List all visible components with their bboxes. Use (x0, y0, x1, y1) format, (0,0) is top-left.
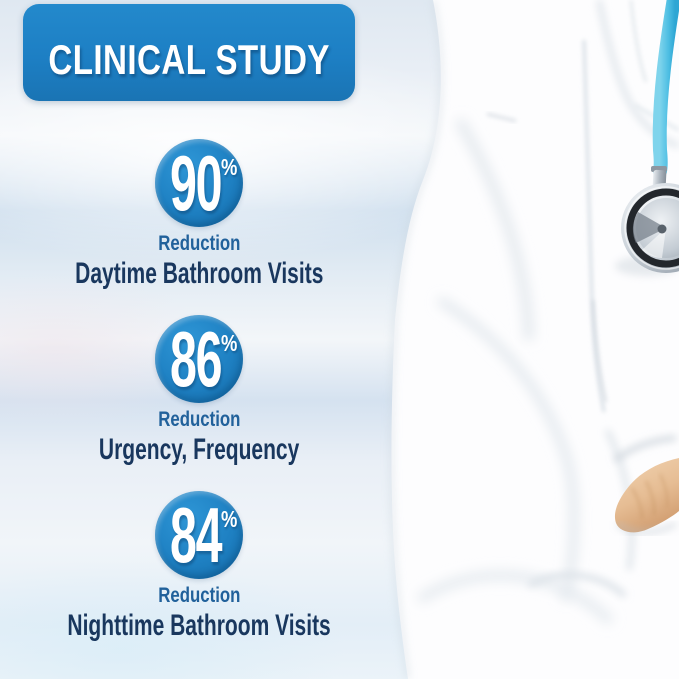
stat-metric: Reduction (157, 408, 241, 431)
stat-description: Daytime Bathroom Visits (74, 257, 324, 290)
stat-description: Nighttime Bathroom Visits (67, 609, 331, 642)
doctor-photo (389, 0, 679, 679)
stats-list: 90 % Reduction Daytime Bathroom Visits 8… (20, 139, 378, 667)
lab-coat (389, 0, 679, 679)
stethoscope-icon (615, 0, 679, 276)
stethoscope-chestpiece (615, 183, 679, 276)
stethoscope-tube (652, 0, 679, 178)
page-title: CLINICAL STUDY (48, 35, 330, 83)
stat-item-daytime: 90 % Reduction Daytime Bathroom Visits (22, 139, 377, 289)
hand (613, 435, 679, 535)
stat-item-urgency: 86 % Reduction Urgency, Frequency (56, 315, 342, 465)
banner: CLINICAL STUDY (23, 4, 355, 101)
stat-bubble: 90 % (155, 139, 243, 227)
stat-value: 86 (169, 315, 223, 403)
stat-bubble: 86 % (154, 315, 243, 403)
stat-bubble: 84 % (155, 491, 243, 579)
percent-sign: % (220, 154, 237, 180)
stat-metric: Reduction (157, 584, 241, 607)
stat-item-nighttime: 84 % Reduction Nighttime Bathroom Visits (11, 491, 387, 641)
percent-sign: % (220, 506, 237, 532)
stat-description: Urgency, Frequency (98, 433, 300, 466)
stat-metric: Reduction (157, 232, 241, 255)
coat-pocket (486, 112, 517, 123)
stat-value: 90 (169, 139, 223, 227)
percent-sign: % (220, 330, 237, 356)
stat-value: 84 (169, 491, 223, 579)
